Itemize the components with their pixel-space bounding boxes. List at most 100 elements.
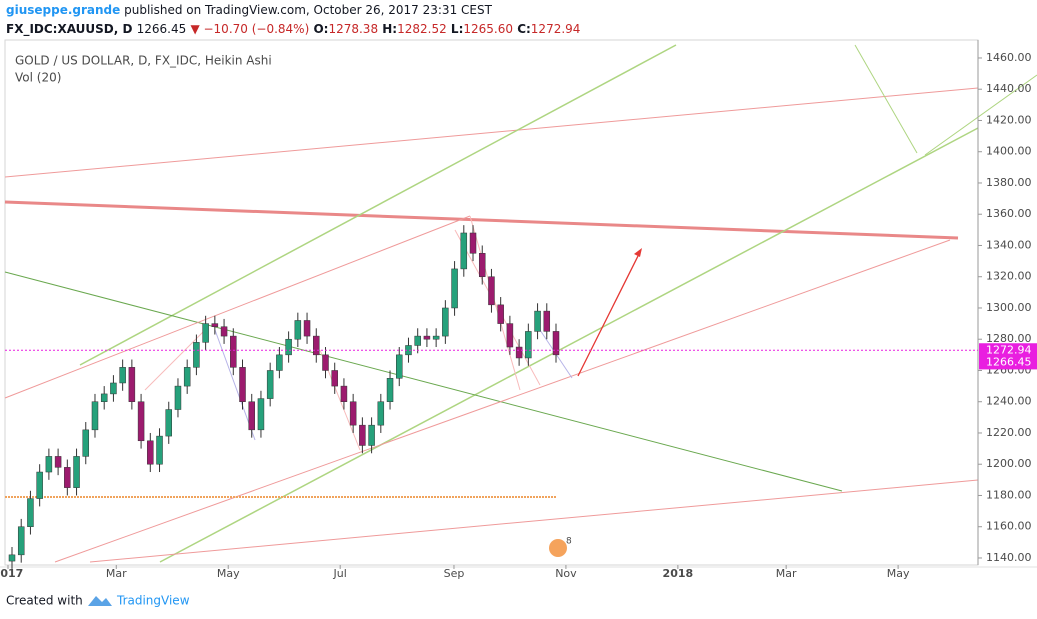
candle-body [165,409,172,437]
candle-body [248,401,255,431]
candle [478,245,486,285]
candle-body [386,378,394,402]
candle-body [340,385,348,402]
candle-body [45,456,53,473]
y-tick-label: 1220.00 [986,426,1032,439]
candle [423,328,431,348]
candle [27,490,34,535]
trend-line [54,239,951,563]
author[interactable]: giuseppe.grande [6,3,120,17]
candle [340,378,348,410]
candle-body [257,398,265,431]
trend-line [79,44,677,366]
price-label: 1266.45 [986,355,1032,368]
candle [442,300,449,344]
event-icon-count: 8 [566,537,572,547]
candle-body [64,467,71,488]
candle-body [220,326,228,337]
candle [8,547,16,569]
x-tick-label: May [217,567,240,580]
candle [230,328,237,376]
candle [534,303,541,340]
x-tick-label: 2017 [0,567,23,580]
candle [368,417,375,454]
candle-body [368,424,375,446]
header-line-1: giuseppe.grande published on TradingView… [6,3,493,17]
trend-line [159,127,979,563]
symbol: FX_IDC:XAUUSD, D [6,22,132,37]
y-tick-label: 1400.00 [986,145,1032,158]
price-label-box [979,343,1037,358]
candle-body [506,323,514,348]
candle [331,362,338,394]
candle-body [27,498,34,527]
event-icon[interactable]: 8 [549,537,572,558]
candle-body [174,385,182,410]
y-tick-label: 1160.00 [986,520,1032,533]
candle [497,297,504,332]
candle-body [110,382,117,395]
y-tick-label: 1300.00 [986,301,1032,314]
candle-body [285,338,292,356]
y-tick-label: 1340.00 [986,238,1032,251]
candle-body [230,335,237,368]
candle [174,378,182,418]
candle [552,323,560,363]
trend-line [4,200,959,240]
candle-body [82,429,90,457]
candle-body [469,232,477,254]
candle-body [266,370,274,399]
trend-line [4,87,979,178]
candle [322,347,329,379]
published: published on TradingView.com, October 26… [124,3,492,17]
close: 1272.94 [531,22,581,36]
candle-body [183,367,191,387]
candle [45,448,53,480]
candle [17,518,25,563]
candle [377,393,385,433]
legend-title: GOLD / US DOLLAR, D, FX_IDC, Heikin Ashi [15,54,272,68]
candle-body [451,268,458,309]
header-line-2: FX_IDC:XAUUSD, D 1266.45 ▼ −10.70 (−0.84… [6,22,580,37]
y-tick-label: 1440.00 [986,82,1032,95]
candle [147,432,154,473]
candle-body [396,354,403,379]
trend-line [854,44,918,154]
footer-brand[interactable]: TradingView [116,594,190,608]
y-tick-label: 1380.00 [986,176,1032,189]
high-label: H: [382,22,397,36]
candle-body [8,554,16,562]
candle-body [432,335,440,340]
candle [285,331,292,363]
candle [202,315,209,351]
y-tick-label: 1140.00 [986,551,1032,564]
candle [165,401,172,444]
candle [54,448,62,476]
candle-body [313,335,320,356]
candle [220,318,228,344]
candle [119,359,126,391]
y-tick-label: 1320.00 [986,270,1032,283]
arrow-head [634,248,642,257]
y-tick-label: 1420.00 [986,113,1032,126]
y-tick-label: 1180.00 [986,488,1032,501]
arrow [577,251,641,377]
candle [525,323,532,366]
price-label: 1272.94 [986,343,1032,356]
candle [359,417,366,454]
y-tick-label: 1280.00 [986,332,1032,345]
candle-body [525,331,532,359]
candle-body [156,435,163,465]
y-tick-label: 1200.00 [986,457,1032,470]
candle [488,268,495,313]
candle-body [460,232,468,270]
candle [64,459,71,496]
candle [506,315,514,355]
y-tick-label: 1240.00 [986,395,1032,408]
high: 1282.52 [397,22,447,36]
candle [414,328,421,354]
candle [100,386,108,410]
price-label-box [979,355,1037,370]
candle [303,312,311,344]
candle [36,464,43,507]
